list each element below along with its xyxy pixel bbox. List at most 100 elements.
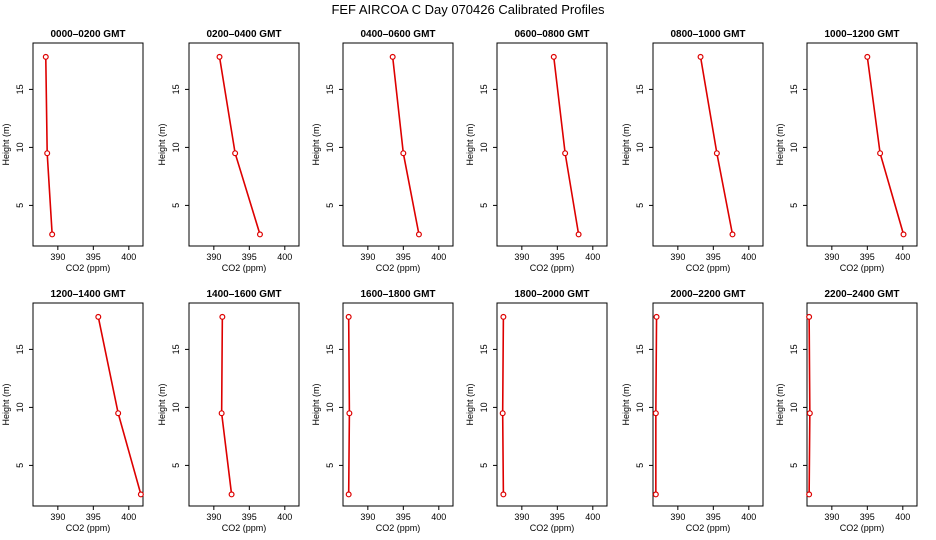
profile-line (699, 56, 734, 235)
y-tick-label: 5 (635, 203, 645, 208)
panel-1: 0000–0200 GMT 390 395 400 5 10 15 CO2 (ppm) Heig… (1, 29, 144, 273)
profile-line (808, 316, 811, 495)
profile-point (49, 231, 56, 238)
y-axis-label: Height (m) (775, 123, 785, 165)
x-tick-label: 400 (277, 512, 292, 522)
panel-title: 1200–1400 GMT (50, 289, 125, 300)
x-axis-label: CO2 (ppm) (376, 263, 421, 273)
x-tick-label: 390 (824, 512, 839, 522)
x-tick-label: 390 (206, 512, 221, 522)
y-tick-label: 5 (325, 203, 335, 208)
profile-line (655, 316, 658, 495)
x-tick-label: 395 (550, 512, 565, 522)
profile-point (806, 491, 813, 498)
x-axis-label: CO2 (ppm) (530, 523, 575, 533)
x-tick-label: 395 (396, 252, 411, 262)
y-tick-label: 5 (635, 463, 645, 468)
y-tick-label: 5 (15, 203, 25, 208)
y-tick-label: 10 (171, 402, 181, 412)
plot-frame (342, 42, 454, 247)
x-tick-label: 395 (242, 252, 257, 262)
profile-point (346, 410, 353, 417)
y-tick-label: 15 (325, 84, 335, 94)
profile-point (219, 313, 226, 320)
profile-point (415, 231, 422, 238)
profile-line (501, 316, 505, 495)
x-tick-label: 390 (824, 252, 839, 262)
profile-line (220, 316, 233, 495)
y-tick-label: 15 (635, 344, 645, 354)
panel-title: 1000–1200 GMT (824, 29, 899, 40)
profile-line (44, 56, 53, 235)
y-tick-label: 15 (789, 344, 799, 354)
profile-line (218, 56, 261, 235)
y-tick-label: 10 (479, 142, 489, 152)
profile-point (864, 53, 871, 60)
profile-point (652, 491, 659, 498)
y-tick-label: 5 (325, 463, 335, 468)
x-tick-label: 390 (360, 512, 375, 522)
panels-group: 0000–0200 GMT 390 395 400 5 10 15 CO2 (ppm) Heig… (1, 29, 918, 533)
profile-point (806, 410, 813, 417)
panel-title: 0000–0200 GMT (50, 29, 125, 40)
x-axis-label: CO2 (ppm) (222, 263, 267, 273)
x-tick-label: 400 (121, 252, 136, 262)
x-tick-label: 395 (242, 512, 257, 522)
y-tick-label: 10 (479, 402, 489, 412)
profile-point (575, 231, 582, 238)
plot-frame (806, 302, 918, 507)
plot-frame (342, 302, 454, 507)
y-tick-label: 15 (15, 84, 25, 94)
panel-2: 0200–0400 GMT 390 395 400 5 10 15 CO2 (ppm) Heig… (157, 29, 300, 273)
y-tick-label: 10 (789, 402, 799, 412)
x-axis-label: CO2 (ppm) (66, 263, 111, 273)
y-tick-label: 10 (635, 402, 645, 412)
x-tick-label: 400 (741, 252, 756, 262)
y-tick-label: 15 (15, 344, 25, 354)
panel-title: 2000–2200 GMT (670, 289, 745, 300)
y-tick-label: 5 (789, 203, 799, 208)
panel-3: 0400–0600 GMT 390 395 400 5 10 15 CO2 (ppm) Heig… (311, 29, 454, 273)
y-tick-label: 10 (325, 142, 335, 152)
plot-frame (188, 302, 300, 507)
y-tick-label: 5 (15, 463, 25, 468)
x-tick-label: 395 (396, 512, 411, 522)
y-tick-label: 10 (15, 142, 25, 152)
y-tick-label: 15 (479, 344, 489, 354)
x-tick-label: 400 (585, 512, 600, 522)
profile-point (218, 410, 225, 417)
x-tick-label: 400 (895, 512, 910, 522)
y-tick-label: 5 (479, 203, 489, 208)
y-axis-label: Height (m) (465, 123, 475, 165)
plot-frame (32, 42, 144, 247)
profile-line (97, 316, 142, 495)
profile-line (391, 56, 420, 235)
x-tick-label: 395 (706, 252, 721, 262)
y-tick-label: 15 (479, 84, 489, 94)
x-tick-label: 390 (360, 252, 375, 262)
y-tick-label: 15 (789, 84, 799, 94)
panel-title: 1400–1600 GMT (206, 289, 281, 300)
profile-point (499, 410, 506, 417)
y-tick-label: 5 (171, 463, 181, 468)
x-axis-label: CO2 (ppm) (686, 523, 731, 533)
plot-frame (188, 42, 300, 247)
profile-point (345, 313, 352, 320)
plot-frame (496, 42, 608, 247)
y-tick-label: 5 (789, 463, 799, 468)
profile-point (44, 150, 51, 157)
profile-point (95, 313, 102, 320)
x-axis-label: CO2 (ppm) (840, 263, 885, 273)
panel-7: 1200–1400 GMT 390 395 400 5 10 15 CO2 (ppm) Heig… (1, 289, 144, 533)
panel-title: 0600–0800 GMT (514, 29, 589, 40)
x-tick-label: 400 (121, 512, 136, 522)
profile-point (216, 53, 223, 60)
x-axis-label: CO2 (ppm) (686, 263, 731, 273)
x-tick-label: 400 (277, 252, 292, 262)
plot-frame (652, 42, 764, 247)
panel-10: 1800–2000 GMT 390 395 400 5 10 15 CO2 (ppm) Heig… (465, 289, 608, 533)
y-axis-label: Height (m) (311, 123, 321, 165)
profile-point (400, 150, 407, 157)
profile-point (900, 231, 907, 238)
